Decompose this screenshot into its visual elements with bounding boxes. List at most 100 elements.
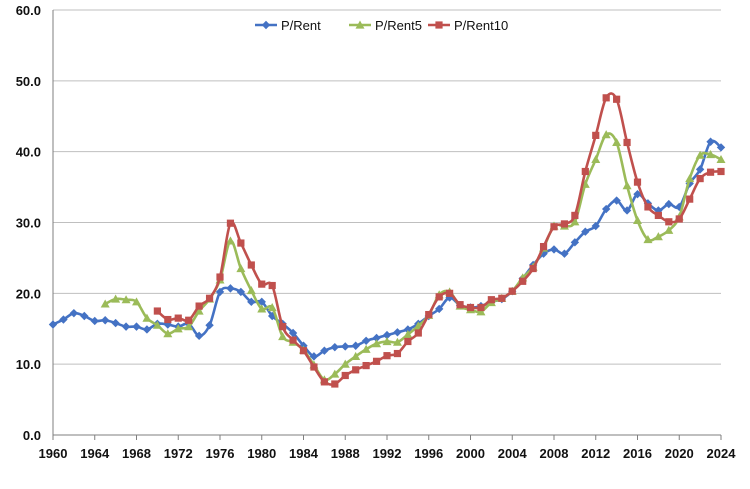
data-point-p-rent (236, 287, 246, 297)
y-tick-label: 60.0 (16, 3, 41, 18)
x-tick-label: 1980 (247, 446, 276, 461)
data-point-p-rent (361, 336, 371, 345)
data-point-p-rent10 (216, 273, 224, 281)
data-point-p-rent (351, 341, 360, 350)
y-tick-label: 10.0 (16, 357, 41, 372)
data-point-p-rent5 (716, 154, 726, 164)
legend-label: P/Rent5 (375, 18, 422, 33)
x-tick-label: 1976 (206, 446, 235, 461)
data-point-p-rent5 (225, 236, 235, 245)
data-point-p-rent5 (361, 344, 371, 353)
data-point-p-rent10 (550, 223, 558, 231)
data-point-p-rent5 (194, 306, 204, 315)
x-tick-label: 1984 (289, 446, 319, 461)
data-point-p-rent10 (320, 378, 328, 386)
legend-item-p-rent5: P/Rent5 (349, 18, 422, 33)
data-point-p-rent10 (372, 357, 381, 365)
data-point-p-rent (341, 342, 350, 351)
y-tick-label: 20.0 (16, 286, 41, 301)
x-tick-label: 2008 (540, 446, 569, 461)
data-point-p-rent5 (570, 217, 580, 226)
data-point-p-rent (226, 284, 235, 293)
data-point-p-rent10 (466, 303, 475, 312)
data-point-p-rent5 (246, 286, 256, 295)
x-tick-label: 2024 (707, 446, 737, 461)
legend: P/Rent P/Rent5 P/Rent10 (255, 18, 508, 33)
legend-item-p-rent: P/Rent (255, 18, 321, 33)
data-point-p-rent10 (592, 131, 600, 139)
data-point-p-rent (622, 206, 632, 215)
data-point-p-rent10 (341, 371, 349, 380)
data-point-p-rent5 (653, 232, 663, 241)
tick-labels: 0.0 10.0 20.0 30.0 40.0 50.0 60.0 1960 1964 1968 1… (16, 3, 737, 461)
series-p-rent10 (153, 92, 725, 388)
data-point-p-rent10 (519, 277, 527, 285)
data-point-p-rent5 (121, 295, 131, 304)
data-point-p-rent5 (622, 181, 632, 190)
data-point-p-rent10 (487, 296, 495, 304)
x-tick-label: 2012 (581, 446, 610, 461)
data-point-p-rent10 (393, 349, 402, 358)
data-point-p-rent10 (383, 352, 391, 360)
y-tick-label: 30.0 (16, 216, 41, 231)
data-point-p-rent5 (476, 307, 486, 316)
data-point-p-rent (69, 308, 79, 318)
data-point-p-rent10 (237, 239, 245, 247)
data-point-p-rent10 (456, 301, 464, 309)
data-point-p-rent10 (268, 281, 276, 290)
data-point-p-rent10 (602, 94, 610, 102)
data-point-p-rent (695, 165, 705, 174)
legend-swatch-marker (261, 20, 271, 30)
legend-item-p-rent10: P/Rent10 (428, 18, 508, 33)
data-point-p-rent10 (529, 264, 537, 273)
legend-swatch-marker (355, 20, 365, 29)
data-point-p-rent (549, 245, 559, 254)
data-point-p-rent10 (633, 178, 642, 186)
data-point-p-rent (163, 320, 173, 329)
data-point-p-rent (664, 199, 674, 209)
x-tick-label: 1972 (164, 446, 193, 461)
data-point-p-rent10 (571, 211, 579, 220)
data-point-p-rent5 (633, 215, 642, 224)
data-point-p-rent (100, 316, 110, 325)
data-point-p-rent10 (613, 95, 621, 103)
data-point-p-rent5 (392, 337, 402, 346)
x-tick-label: 2020 (665, 446, 694, 461)
data-point-p-rent5 (278, 332, 288, 341)
data-point-p-rent10 (477, 303, 485, 312)
data-point-p-rent5 (643, 235, 653, 244)
data-point-p-rent (309, 352, 319, 361)
series-p-rent5 (100, 130, 726, 384)
data-point-p-rent10 (362, 361, 370, 370)
data-point-p-rent10 (153, 307, 161, 315)
data-point-p-rent5 (351, 351, 361, 360)
data-point-p-rent5 (382, 337, 392, 346)
x-tick-label: 1960 (39, 446, 68, 461)
data-point-p-rent (111, 318, 120, 328)
data-point-p-rent (288, 328, 298, 338)
data-point-p-rent (591, 221, 600, 231)
data-point-p-rent5 (706, 150, 716, 159)
x-tick-label: 2000 (456, 446, 485, 461)
data-point-p-rent5 (403, 329, 413, 339)
data-point-p-rent10 (289, 336, 297, 344)
data-point-p-rent10 (717, 167, 725, 176)
data-point-p-rent (132, 322, 141, 331)
data-point-p-rent10 (435, 293, 443, 301)
data-point-p-rent10 (299, 347, 308, 355)
x-tick-label: 1996 (414, 446, 443, 461)
data-point-p-rent (601, 204, 611, 214)
data-point-p-rent5 (695, 150, 705, 159)
data-point-p-rent10 (425, 310, 433, 319)
data-point-p-rent5 (612, 137, 622, 147)
data-point-p-rent (393, 328, 402, 337)
data-point-p-rent10 (706, 168, 715, 176)
legend-swatch-marker (435, 21, 443, 29)
axes (52, 10, 722, 440)
data-point-p-rent10 (623, 138, 631, 147)
legend-label: P/Rent (281, 18, 321, 33)
data-point-p-rent (716, 143, 726, 152)
data-point-p-rent10 (644, 203, 652, 211)
data-point-p-rent (257, 297, 266, 307)
data-point-p-rent10 (279, 323, 287, 331)
